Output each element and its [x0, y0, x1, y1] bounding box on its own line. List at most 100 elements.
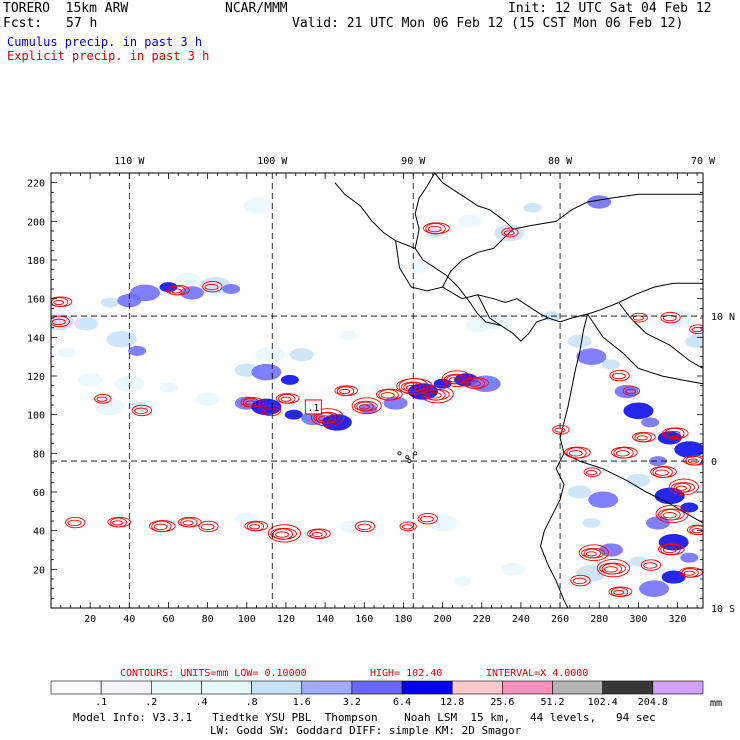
precip-contour [182, 520, 194, 526]
precip-contour [503, 230, 515, 236]
precip-contour [585, 470, 597, 476]
precip-contour [676, 485, 687, 491]
forecast-label: Fcst: [3, 16, 43, 31]
precip-cell [501, 562, 526, 576]
precip-contour [668, 478, 699, 496]
precip-contour [423, 388, 450, 401]
x-tick-label: 120 [277, 614, 295, 625]
longitude-label: 80 W [548, 156, 573, 167]
precip-contour [166, 284, 190, 296]
precip-contour [112, 520, 124, 526]
precip-contour [354, 520, 376, 533]
precip-contour [275, 393, 300, 404]
explicit-legend-label: Explicit precip. in past 3 h [7, 49, 210, 63]
colorbar-swatch [251, 680, 303, 695]
precip-contour [572, 577, 587, 585]
longitude-label: 110 W [114, 156, 145, 167]
y-tick-label: 140 [27, 333, 45, 344]
precip-contour [581, 547, 605, 559]
precip-contour [655, 504, 689, 524]
colorbar-swatch [351, 680, 403, 695]
precip-cell [410, 262, 429, 273]
x-tick-label: 20 [84, 614, 96, 625]
precip-contour [466, 380, 481, 387]
coastline [618, 302, 703, 369]
coastline [563, 452, 703, 524]
precip-cell [176, 272, 201, 286]
longitude-label: 90 W [401, 156, 426, 167]
precip-contour [153, 523, 168, 530]
precip-cell [130, 401, 149, 412]
precip-cell [243, 197, 274, 215]
model-title: TORERO 15km ARW [3, 1, 129, 16]
y-tick-label: 220 [27, 179, 45, 190]
precip-contour [401, 381, 425, 393]
precip-contour [632, 315, 644, 321]
precip-cell [626, 473, 651, 487]
precip-cell [576, 348, 607, 365]
y-tick-label: 100 [27, 411, 45, 422]
colorbar-boundary-label: 3.2 [343, 697, 361, 708]
precip-contour [613, 589, 625, 596]
colorbar-swatch [552, 680, 603, 695]
precip-cell [222, 284, 241, 294]
x-tick-label: 300 [629, 614, 647, 625]
precip-contour [260, 404, 282, 417]
precip-contour [134, 407, 149, 414]
longitude-label: 100 W [257, 156, 288, 167]
precip-contour [148, 520, 176, 532]
precip-cell [51, 313, 74, 331]
precip-contour [200, 523, 215, 530]
precip-cell [255, 346, 286, 363]
precip-contour [313, 411, 341, 424]
colorbar-boundary-label: .2 [145, 697, 157, 708]
precip-contour [596, 558, 630, 578]
precip-contour [53, 299, 65, 306]
x-tick-label: 240 [512, 614, 530, 625]
colorbar-boundary-label: 12.8 [440, 697, 464, 708]
precip-contour [611, 372, 626, 380]
coastline-layer [334, 173, 703, 608]
lat-lon-grid [51, 173, 703, 608]
precip-contour [351, 397, 382, 415]
precip-contour [65, 516, 86, 529]
x-tick-label: 160 [355, 614, 373, 625]
precip-contour [687, 458, 699, 464]
precip-cell [623, 402, 654, 420]
precip-cell [106, 331, 137, 348]
x-tick-label: 200 [434, 614, 452, 625]
precip-contour [501, 227, 519, 238]
precip-contour [51, 315, 70, 328]
precip-contour [683, 570, 695, 576]
y-tick-label: 160 [27, 295, 45, 306]
colorbar-swatch [301, 680, 353, 695]
precip-cell [78, 373, 103, 387]
x-tick-label: 40 [123, 614, 135, 625]
x-tick-label: 220 [473, 614, 491, 625]
x-tick-label: 320 [669, 614, 687, 625]
precip-cell [129, 284, 160, 302]
precip-contour [380, 392, 395, 399]
precip-contour [376, 388, 403, 401]
precip-contour [417, 512, 438, 525]
colorbar-swatch [401, 680, 453, 695]
precip-contour [96, 396, 108, 402]
x-tick-label: 100 [238, 614, 256, 625]
model-info-line: Model Info: V3.3.1 Tiedtke YSU PBL Thomp… [73, 711, 656, 724]
x-tick-label: 140 [316, 614, 334, 625]
highlight-label-text: .1 [307, 403, 319, 414]
precip-shading-layer [51, 195, 703, 598]
colorbar-swatch [151, 680, 202, 695]
colorbar-boundary-label: 204.8 [638, 697, 668, 708]
precip-contour [643, 562, 658, 569]
precip-cell [251, 363, 282, 381]
colorbar-swatch [100, 680, 152, 695]
longitude-labels: 110 W 100 W 90 W 80 W 70 W [114, 156, 716, 167]
precip-contour [661, 427, 689, 440]
precip-contour [609, 369, 630, 382]
precip-contour [307, 528, 331, 539]
colorbar-swatch [652, 680, 704, 695]
precip-cell [629, 556, 648, 567]
precip-contour [399, 521, 417, 532]
